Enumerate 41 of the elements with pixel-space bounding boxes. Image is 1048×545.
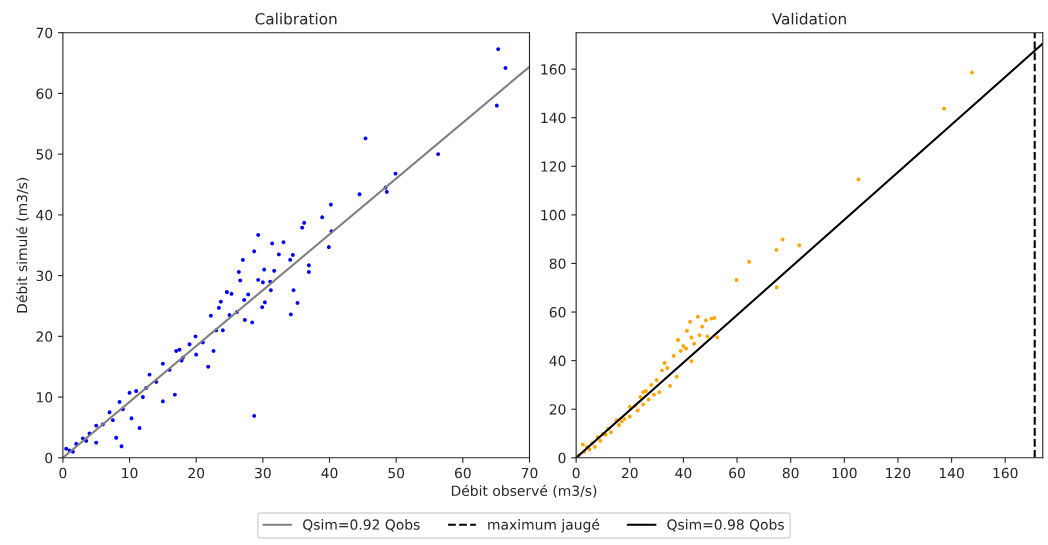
x-tick-label: 60 bbox=[454, 467, 471, 479]
x-tick-label: 0 bbox=[59, 467, 67, 479]
x-tick-label: 20 bbox=[188, 467, 205, 479]
y-tick-label: 140 bbox=[541, 112, 566, 124]
x-tick-label: 20 bbox=[621, 467, 638, 479]
x-tick-label: 140 bbox=[939, 467, 964, 479]
y-tick-label: 10 bbox=[37, 392, 53, 403]
y-tick-label: 20 bbox=[549, 404, 566, 415]
y-tick-label: 80 bbox=[549, 258, 566, 269]
x-tick-label: 100 bbox=[832, 467, 857, 479]
y-tick-label: 100 bbox=[541, 209, 566, 221]
x-tick-label: 40 bbox=[321, 467, 338, 479]
y-tick-label: 60 bbox=[549, 307, 566, 318]
y-tick-label: 40 bbox=[549, 355, 566, 367]
y-tick-label: 70 bbox=[36, 27, 53, 39]
chart-title: Calibration bbox=[255, 12, 337, 25]
y-tick-label: 0 bbox=[45, 452, 53, 464]
x-tick-label: 40 bbox=[675, 467, 692, 479]
y-tick-label: 30 bbox=[36, 270, 53, 282]
x-tick-label: 70 bbox=[521, 467, 538, 479]
y-tick-label: 50 bbox=[36, 149, 53, 160]
y-tick-label: 0 bbox=[558, 452, 566, 464]
y-tick-label: 120 bbox=[541, 161, 566, 172]
x-tick-label: 10 bbox=[122, 467, 138, 479]
x-tick-label: 80 bbox=[782, 467, 799, 479]
x-tick-label: 160 bbox=[993, 467, 1018, 479]
legend-label: maximum jaugé bbox=[488, 518, 600, 533]
chart-title: Validation bbox=[771, 12, 846, 25]
y-axis-title: Débit simulé (m3/s) bbox=[15, 177, 29, 313]
legend-label: Qsim=0.92 Qobs bbox=[303, 519, 420, 532]
y-tick-label: 160 bbox=[541, 64, 566, 75]
x-tick-label: 120 bbox=[886, 467, 911, 479]
x-tick-label: 0 bbox=[572, 467, 580, 479]
x-tick-label: 60 bbox=[729, 467, 745, 479]
y-tick-label: 40 bbox=[36, 209, 53, 221]
legend-label: Qsim=0.98 Qobs bbox=[667, 519, 784, 532]
y-tick-label: 20 bbox=[36, 331, 53, 342]
y-tick-label: 60 bbox=[36, 88, 53, 99]
x-tick-label: 30 bbox=[255, 467, 271, 479]
x-tick-label: 50 bbox=[388, 467, 405, 479]
x-axis-title: Débit observé (m3/s) bbox=[451, 484, 597, 498]
